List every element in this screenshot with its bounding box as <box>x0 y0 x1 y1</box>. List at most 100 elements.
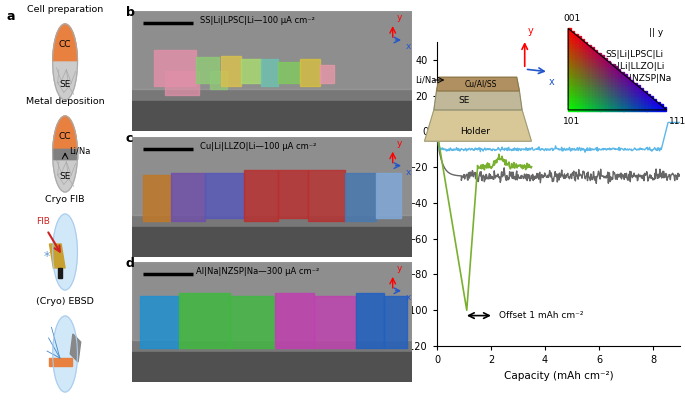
Text: Cu|Li|LLZO|Li—100 μA cm⁻²: Cu|Li|LLZO|Li—100 μA cm⁻² <box>200 142 316 151</box>
Bar <box>574 77 577 81</box>
Wedge shape <box>53 154 77 192</box>
Bar <box>584 58 588 62</box>
Bar <box>601 107 604 111</box>
Bar <box>581 56 584 59</box>
Bar <box>636 96 640 100</box>
Bar <box>590 102 594 106</box>
Bar <box>594 85 597 89</box>
Text: Metal deposition: Metal deposition <box>26 97 104 106</box>
Bar <box>581 64 584 68</box>
Bar <box>568 47 571 51</box>
Bar <box>574 102 577 106</box>
Bar <box>574 39 577 43</box>
Bar <box>634 107 637 111</box>
Bar <box>577 66 581 70</box>
Bar <box>577 107 581 111</box>
Bar <box>568 94 571 97</box>
Bar <box>584 102 588 106</box>
Text: a: a <box>7 10 15 23</box>
Bar <box>607 102 610 106</box>
Bar <box>590 74 594 78</box>
Bar <box>630 104 634 108</box>
Bar <box>571 39 574 43</box>
Polygon shape <box>434 91 522 110</box>
Bar <box>653 102 656 106</box>
Bar <box>568 44 571 48</box>
Bar <box>590 66 594 70</box>
Text: Holder: Holder <box>460 127 490 136</box>
Text: 111: 111 <box>669 117 685 126</box>
Bar <box>607 99 610 103</box>
Bar <box>634 96 637 100</box>
Bar <box>597 58 601 62</box>
Bar <box>587 77 590 81</box>
Bar <box>656 104 660 108</box>
Bar <box>617 99 621 103</box>
Bar <box>581 72 584 76</box>
Text: Cell preparation: Cell preparation <box>27 5 103 14</box>
Bar <box>574 36 577 40</box>
Bar <box>571 94 574 97</box>
Bar <box>610 66 614 70</box>
Text: SE: SE <box>60 80 71 89</box>
Bar <box>601 61 604 65</box>
Bar <box>277 62 300 83</box>
Polygon shape <box>58 268 62 278</box>
Bar <box>634 85 637 89</box>
Bar <box>614 107 617 111</box>
Text: x: x <box>406 168 411 177</box>
Bar <box>594 107 597 111</box>
Bar <box>601 94 604 97</box>
Bar <box>577 96 581 100</box>
Bar <box>634 99 637 103</box>
Bar <box>577 94 581 97</box>
Bar <box>581 96 584 100</box>
Bar <box>568 69 571 73</box>
Text: y: y <box>397 13 402 22</box>
Bar <box>650 104 653 108</box>
Bar <box>590 50 594 54</box>
Bar <box>647 96 650 100</box>
Bar <box>601 88 604 92</box>
Bar <box>636 104 640 108</box>
Bar <box>587 61 590 65</box>
Bar <box>587 53 590 56</box>
Bar <box>647 104 650 108</box>
Bar <box>627 83 630 86</box>
Bar <box>577 56 581 59</box>
Bar <box>581 94 584 97</box>
Bar <box>587 104 590 108</box>
Bar <box>601 77 604 81</box>
Bar <box>653 107 656 111</box>
Bar <box>603 104 607 108</box>
Bar <box>614 94 617 97</box>
Bar <box>601 91 604 95</box>
Bar <box>610 94 614 97</box>
Bar <box>614 104 617 108</box>
Bar <box>627 88 630 92</box>
Bar <box>650 107 653 111</box>
Bar <box>603 94 607 97</box>
Bar <box>623 85 627 89</box>
Bar <box>590 69 594 73</box>
Bar <box>603 77 607 81</box>
Wedge shape <box>53 62 77 100</box>
Bar <box>660 107 663 111</box>
Bar <box>630 99 634 103</box>
Bar <box>620 83 623 86</box>
Bar <box>597 96 601 100</box>
Bar <box>594 94 597 97</box>
Bar <box>574 50 577 54</box>
Text: x: x <box>549 77 554 87</box>
Bar <box>568 28 571 32</box>
Bar <box>577 102 581 106</box>
Bar <box>617 91 621 95</box>
Text: Offset 1 mAh cm⁻²: Offset 1 mAh cm⁻² <box>499 311 584 320</box>
Bar <box>53 149 77 159</box>
Bar <box>623 91 627 95</box>
Bar <box>308 170 345 221</box>
Bar <box>614 66 617 70</box>
Bar <box>627 80 630 84</box>
Bar <box>597 80 601 84</box>
Bar <box>607 94 610 97</box>
